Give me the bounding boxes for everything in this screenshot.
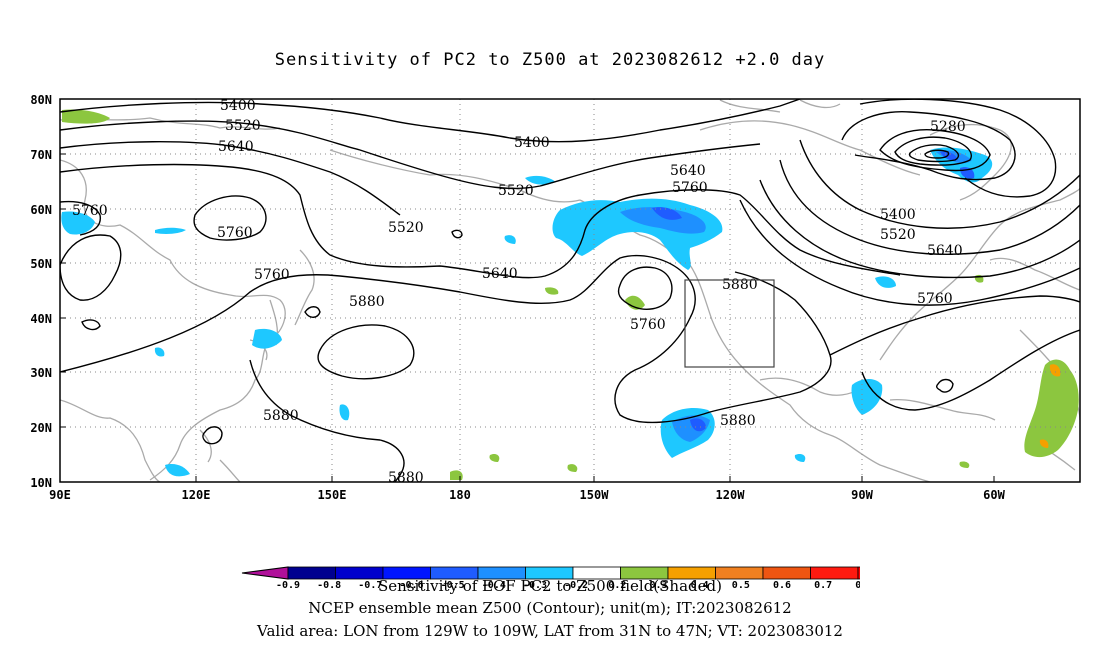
contour-label: 5880: [720, 413, 756, 429]
caption-shaded: Sensitivity of EOF PC2 to Z500 field(Sha…: [378, 577, 722, 595]
contour-label: 5640: [218, 139, 254, 155]
contour-label: 5400: [514, 135, 550, 151]
contour-labels: 5400 5520 5640 5760 5760 5760 5880 5880 …: [72, 98, 966, 486]
caption-valid-area: Valid area: LON from 129W to 109W, LAT f…: [257, 622, 843, 640]
colorbar-label: -0.7: [358, 580, 382, 591]
colorbar-label: 0.3: [649, 580, 667, 591]
contour-label: 5760: [917, 291, 953, 307]
colorbar-label: 0.6: [773, 580, 791, 591]
contour-label: 5760: [630, 317, 666, 333]
map-background: [60, 99, 1080, 482]
lat-label: 50N: [30, 257, 52, 271]
contour-label: 5640: [927, 243, 963, 259]
colorbar-labels: -0.9 -0.8 -0.7 -0.6 -0.5 -0.4 -0.3 -0.2 0.2 0.3 0.…: [276, 580, 860, 591]
contour-label: 5760: [72, 203, 108, 219]
contour-label: 5880: [388, 470, 424, 486]
colorbar-label: -0.4: [482, 580, 506, 591]
lat-label: 20N: [30, 421, 52, 435]
contour-label: 5880: [263, 408, 299, 424]
colorbar-label: -0.6: [399, 580, 423, 591]
colorbar-label: -0.2: [564, 580, 588, 591]
lat-label: 10N: [30, 476, 52, 490]
lon-label: 120W: [716, 488, 746, 502]
colorbar-label: -0.8: [317, 580, 341, 591]
contour-label: 5880: [722, 277, 758, 293]
colorbar-cell: [857, 566, 860, 580]
contour-label: 5760: [254, 267, 290, 283]
colorbar-label: 0.4: [691, 580, 709, 591]
sensitivity-map: 5400 5520 5640 5760 5760 5760 5880 5880 …: [30, 93, 1081, 502]
contour-label: 5520: [880, 227, 916, 243]
contour-label: 5520: [498, 183, 534, 199]
valid-area-box: [684, 279, 775, 368]
contour-label: 5520: [225, 118, 261, 134]
lat-label: 40N: [30, 312, 52, 326]
lon-label: 150W: [580, 488, 610, 502]
contour-label: 5640: [482, 266, 518, 282]
contour-label: 5520: [388, 220, 424, 236]
colorbar-label: 0.2: [608, 580, 626, 591]
colorbar-cells: [241, 566, 860, 580]
contour-label: 5880: [349, 294, 385, 310]
lon-label: 90W: [851, 488, 873, 502]
figure-title: Sensitivity of PC2 to Z500 at 2023082612…: [274, 50, 826, 70]
coastlines: [60, 99, 1080, 482]
lon-label: 120E: [182, 488, 211, 502]
lon-label: 180: [449, 488, 471, 502]
lon-label: 90E: [49, 488, 71, 502]
lon-label: 150E: [318, 488, 347, 502]
lat-labels: 80N 70N 60N 50N 40N 30N 20N 10N: [30, 93, 52, 490]
z500-contours: [60, 99, 1080, 482]
contour-label: 5760: [217, 225, 253, 241]
contour-label: 5400: [220, 98, 256, 114]
colorbar-label: 0.8: [855, 580, 860, 591]
lon-label: 60W: [983, 488, 1005, 502]
sensitivity-shading: [61, 109, 1079, 480]
lat-label: 70N: [30, 148, 52, 162]
colorbar-label: -0.9: [276, 580, 300, 591]
axis-ticks: [60, 98, 995, 482]
colorbar-label: -0.3: [523, 580, 547, 591]
colorbar-label: 0.5: [732, 580, 750, 591]
lat-label: 80N: [30, 93, 52, 107]
contour-label: 5640: [670, 163, 706, 179]
colorbar: -0.9 -0.8 -0.7 -0.6 -0.5 -0.4 -0.3 -0.2 0.2 0.3 0.…: [241, 566, 860, 591]
lat-label: 60N: [30, 203, 52, 217]
colorbar-label: 0.7: [814, 580, 832, 591]
lon-labels: 90E 120E 150E 180 150W 120W 90W 60W: [49, 488, 1005, 502]
contour-label: 5400: [880, 207, 916, 223]
lat-label: 30N: [30, 366, 52, 380]
map-frame: [59, 98, 1081, 483]
contour-label: 5280: [930, 119, 966, 135]
grid-lines: [60, 99, 1080, 482]
contour-label: 5760: [672, 180, 708, 196]
colorbar-label: -0.5: [441, 580, 465, 591]
caption-contour: NCEP ensemble mean Z500 (Contour); unit(…: [308, 599, 792, 617]
